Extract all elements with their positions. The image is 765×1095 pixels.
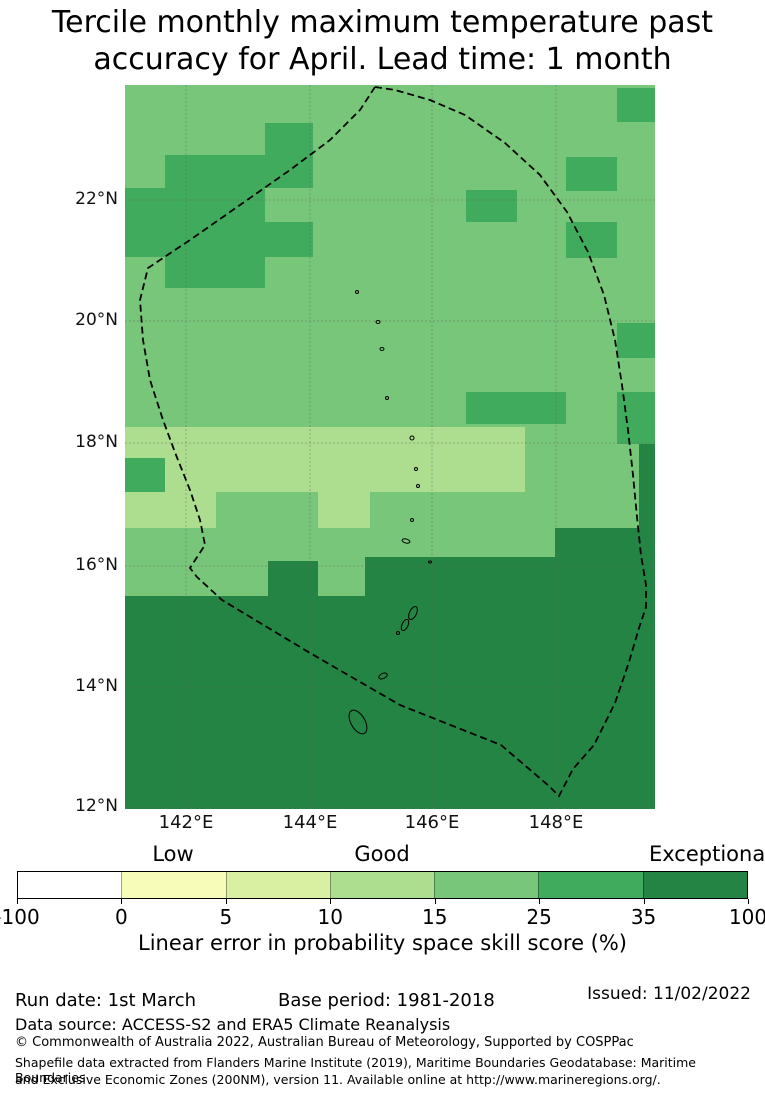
map-cell-dark	[466, 392, 566, 424]
run-date-text: Run date: 1st March	[15, 990, 197, 1011]
x-axis-tick-label: 146°E	[404, 812, 460, 833]
island-outline	[396, 631, 400, 635]
map-plot-area	[125, 85, 655, 809]
map-overlay	[125, 85, 655, 809]
chart-title-line2: accuracy for April. Lead time: 1 month	[93, 42, 672, 77]
colorbar-category-label: Exceptional	[648, 842, 765, 866]
island-outline	[379, 347, 385, 351]
island-outline	[401, 538, 411, 544]
island-outline	[416, 484, 420, 488]
colorbar-segment	[18, 872, 122, 898]
island-outline	[414, 467, 418, 471]
island-outline	[378, 672, 388, 680]
colorbar-segment	[642, 872, 747, 898]
chart-title: Tercile monthly maximum temperature past…	[0, 4, 765, 78]
colorbar-tick-mark	[225, 899, 227, 904]
map-cell-darkest	[125, 596, 655, 809]
y-axis-tick-label: 22°N	[75, 189, 118, 209]
issued-date-text: Issued: 11/02/2022	[587, 984, 751, 1004]
island-outline	[409, 435, 415, 441]
chart-title-line1: Tercile monthly maximum temperature past	[51, 5, 714, 40]
y-axis-tick-label: 18°N	[75, 432, 118, 452]
y-axis-tick-label: 20°N	[75, 310, 118, 330]
colorbar	[17, 871, 748, 899]
island-outline	[410, 518, 414, 522]
map-cell-dark	[125, 188, 165, 257]
eez-boundary-dashed-line	[139, 86, 647, 798]
island-outline	[428, 560, 432, 564]
map-cell-light	[318, 492, 370, 528]
island-outline	[375, 320, 381, 324]
colorbar-axis-label: Linear error in probability space skill …	[138, 931, 627, 955]
data-source-text: Data source: ACCESS-S2 and ERA5 Climate …	[15, 1015, 451, 1034]
colorbar-tick-mark	[643, 899, 645, 904]
shapefile-note-line1: Shapefile data extracted from Flanders M…	[15, 1055, 696, 1085]
x-axis-tick-label: 148°E	[528, 812, 584, 833]
colorbar-segment	[538, 872, 643, 898]
colorbar-tick-mark	[748, 899, 749, 904]
colorbar-tick-mark	[330, 899, 332, 904]
map-cell-dark	[617, 323, 655, 358]
map-cell-dark	[466, 190, 517, 222]
colorbar-tick-value: 0	[115, 905, 128, 929]
colorbar-tick-value: 10	[317, 905, 343, 929]
island-outline	[385, 396, 389, 400]
x-axis-tick-label: 144°E	[282, 812, 338, 833]
colorbar-tick-mark	[121, 899, 123, 904]
island-outline	[400, 618, 410, 632]
map-cell-dark	[265, 123, 313, 188]
colorbar-segment	[329, 872, 435, 898]
colorbar-tick-value: 25	[526, 905, 552, 929]
y-axis-tick-label: 14°N	[75, 676, 118, 696]
colorbar-tick-mark	[17, 899, 18, 904]
map-cell-dark	[125, 458, 165, 492]
colorbar-tick-mark	[539, 899, 541, 904]
map-cell-dark	[265, 222, 313, 257]
colorbar-tick-mark	[434, 899, 436, 904]
colorbar-tick-value: 15	[421, 905, 448, 929]
colorbar-tick-value: 5	[219, 905, 233, 929]
colorbar-segment	[225, 872, 330, 898]
map-cell-dark	[617, 88, 655, 122]
shapefile-note-line2: and Exclusive Economic Zones (200NM), ve…	[15, 1072, 661, 1087]
map-cell-light	[125, 427, 525, 492]
y-axis-tick-label: 12°N	[75, 796, 118, 816]
colorbar-segment	[434, 872, 539, 898]
island-outline	[348, 709, 368, 735]
island-outline	[355, 290, 359, 294]
map-cell-darkest	[365, 557, 655, 596]
colorbar-category-label: Good	[354, 842, 410, 866]
colorbar-tick-value: 100	[728, 905, 765, 929]
island-outline	[408, 605, 418, 621]
colorbar-category-label: Low	[152, 842, 194, 866]
map-cell-dark	[566, 157, 617, 191]
copyright-text: © Commonwealth of Australia 2022, Austra…	[15, 1035, 634, 1050]
x-axis-tick-label: 142°E	[158, 812, 214, 833]
colorbar-segment	[121, 872, 226, 898]
y-axis-tick-label: 16°N	[75, 555, 118, 575]
colorbar-tick-value: -100	[0, 905, 40, 929]
colorbar-tick-value: 35	[630, 905, 657, 929]
base-period-text: Base period: 1981-2018	[278, 990, 495, 1011]
map-cell-darkest	[639, 444, 655, 528]
